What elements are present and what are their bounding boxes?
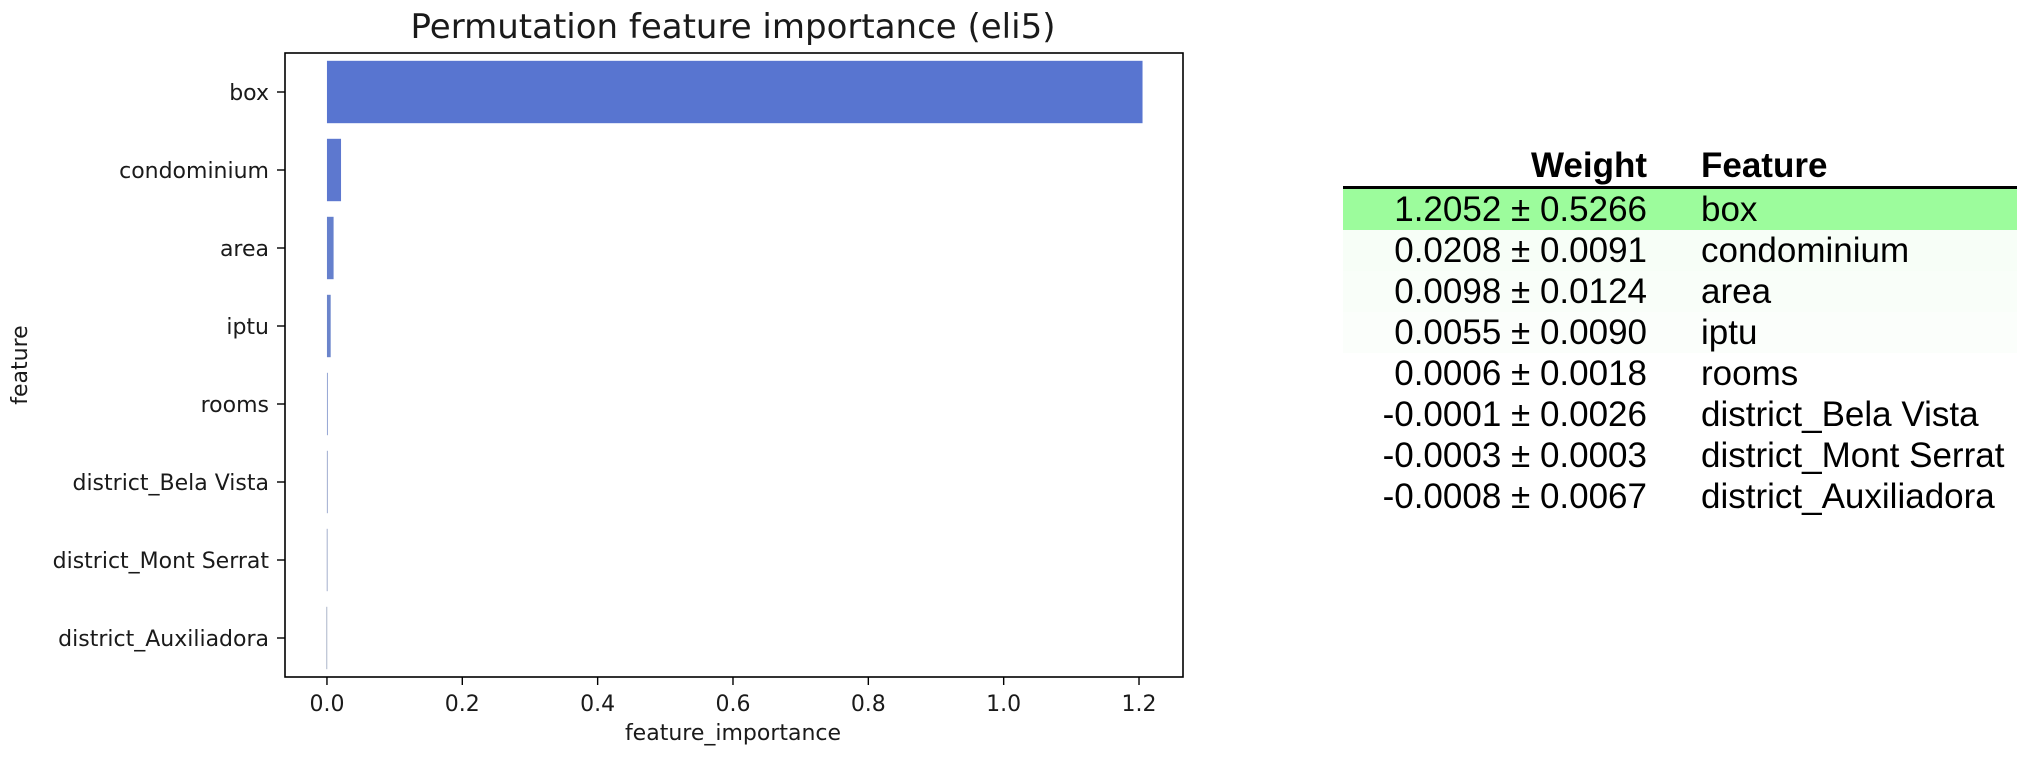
bars-group xyxy=(326,60,1143,670)
feature-cell: box xyxy=(1701,189,1758,229)
y-tick-label: box xyxy=(229,81,269,106)
chart-title: Permutation feature importance (eli5) xyxy=(411,7,1056,47)
plot-frame xyxy=(284,52,1184,678)
table-row: 1.2052 ± 0.5266 box xyxy=(1343,187,2017,230)
table-row: -0.0001 ± 0.0026 district_Bela Vista xyxy=(1343,394,2017,435)
x-tick-label: 0.0 xyxy=(309,692,344,717)
feature-cell: area xyxy=(1701,271,1772,311)
y-tick-label: district_Mont Serrat xyxy=(53,549,270,574)
x-axis-label: feature_importance xyxy=(625,721,841,746)
bar-district-mont-serrat xyxy=(326,528,328,592)
table-body: 1.2052 ± 0.5266 box 0.0208 ± 0.0091 condomi… xyxy=(1343,187,2017,517)
y-tick-label: area xyxy=(220,237,269,262)
x-ticks-group: 0.0 0.2 0.4 0.6 0.8 1.0 1.2 xyxy=(309,677,1157,717)
weight-cell: 0.0006 ± 0.0018 xyxy=(1394,353,1647,393)
weight-cell: -0.0001 ± 0.0026 xyxy=(1382,394,1647,434)
bar-box xyxy=(326,60,1143,124)
feature-cell: district_Mont Serrat xyxy=(1701,435,2005,475)
weight-cell: 0.0098 ± 0.0124 xyxy=(1394,271,1647,311)
table-row: -0.0008 ± 0.0067 district_Auxiliadora xyxy=(1343,476,2017,517)
x-tick-label: 1.2 xyxy=(1122,692,1157,717)
x-tick-label: 0.6 xyxy=(715,692,750,717)
feature-cell: iptu xyxy=(1701,312,1758,352)
feature-importance-chart: Permutation feature importance (eli5) 0.… xyxy=(8,7,1184,746)
feature-cell: condominium xyxy=(1701,230,1910,270)
feature-cell: district_Bela Vista xyxy=(1701,394,1979,434)
table-row: 0.0055 ± 0.0090 iptu xyxy=(1343,312,2017,353)
table-header-row: Weight Feature xyxy=(1343,144,2017,189)
weight-cell: 0.0055 ± 0.0090 xyxy=(1394,312,1647,352)
weight-cell: -0.0008 ± 0.0067 xyxy=(1382,476,1647,516)
table-row: 0.0006 ± 0.0018 rooms xyxy=(1343,353,2017,394)
y-tick-label: district_Bela Vista xyxy=(72,471,269,496)
weights-table: Weight Feature 1.2052 ± 0.5266 box 0.0208 … xyxy=(1343,144,2017,517)
bar-iptu xyxy=(326,294,331,358)
table-row: 0.0208 ± 0.0091 condominium xyxy=(1343,230,2017,271)
table-row: -0.0003 ± 0.0003 district_Mont Serrat xyxy=(1343,435,2017,476)
y-tick-label: condominium xyxy=(119,159,269,184)
weight-cell: 1.2052 ± 0.5266 xyxy=(1394,189,1647,229)
weight-cell: 0.0208 ± 0.0091 xyxy=(1394,230,1647,270)
bar-district-auxiliadora xyxy=(326,606,328,670)
x-tick-label: 0.2 xyxy=(445,692,480,717)
feature-column-header: Feature xyxy=(1657,144,2017,189)
bar-area xyxy=(326,216,334,280)
feature-cell: rooms xyxy=(1701,353,1799,393)
weight-column-header: Weight xyxy=(1343,144,1657,189)
feature-cell: district_Auxiliadora xyxy=(1701,476,1995,516)
bar-rooms xyxy=(326,372,328,436)
y-tick-label: district_Auxiliadora xyxy=(58,627,269,652)
table-row: 0.0098 ± 0.0124 area xyxy=(1343,271,2017,312)
bar-district-bela-vista xyxy=(326,450,328,514)
y-tick-label: rooms xyxy=(201,393,269,418)
x-tick-label: 1.0 xyxy=(986,692,1021,717)
bar-condominium xyxy=(326,138,342,202)
y-axis-label: feature xyxy=(8,325,33,404)
y-tick-label: iptu xyxy=(226,315,269,340)
x-tick-label: 0.4 xyxy=(580,692,615,717)
y-ticks-group: box condominium area iptu rooms district_Bela… xyxy=(53,81,285,652)
x-tick-label: 0.8 xyxy=(851,692,886,717)
weight-cell: -0.0003 ± 0.0003 xyxy=(1382,435,1647,475)
